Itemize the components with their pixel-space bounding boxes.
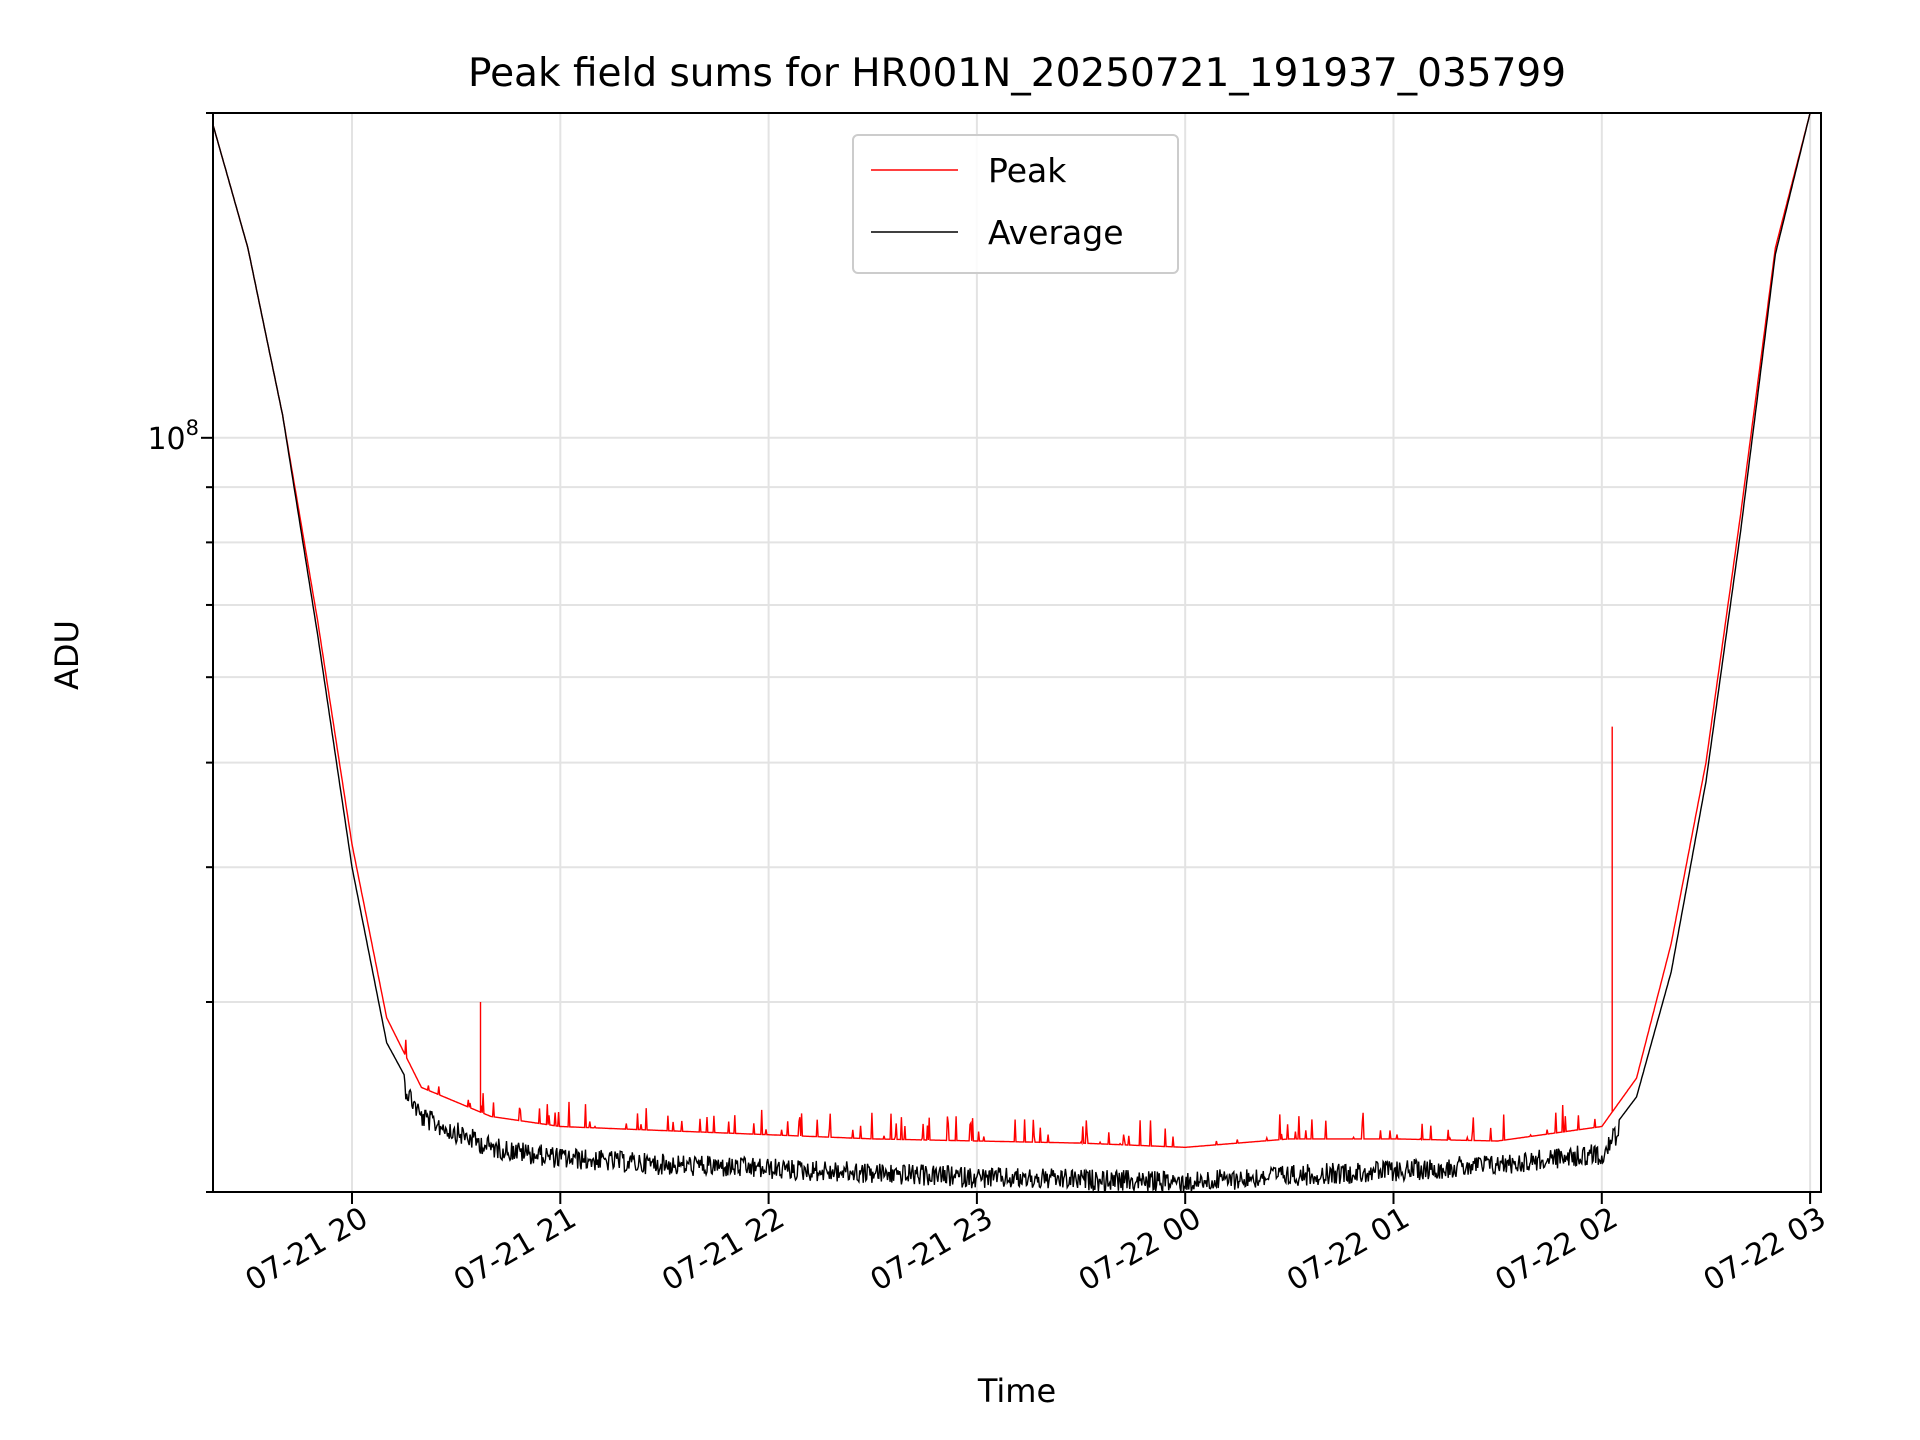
series-line-average bbox=[213, 113, 1811, 1192]
plot-frame bbox=[212, 112, 1822, 1193]
series-layer bbox=[213, 113, 1811, 1192]
series-line-peak bbox=[213, 113, 1811, 1148]
legend-label-peak: Peak bbox=[988, 151, 1067, 190]
y-tick-base: 10 bbox=[147, 422, 185, 457]
x-axis-label: Time bbox=[977, 1372, 1056, 1410]
y-tick-exponent: 8 bbox=[186, 416, 199, 440]
legend-label-average: Average bbox=[988, 213, 1124, 252]
y-tick-label: 108 bbox=[147, 416, 199, 457]
chart-title: Peak field sums for HR001N_20250721_1919… bbox=[468, 51, 1566, 96]
legend: Peak Average bbox=[852, 134, 1179, 274]
y-axis-label: ADU bbox=[48, 620, 86, 690]
